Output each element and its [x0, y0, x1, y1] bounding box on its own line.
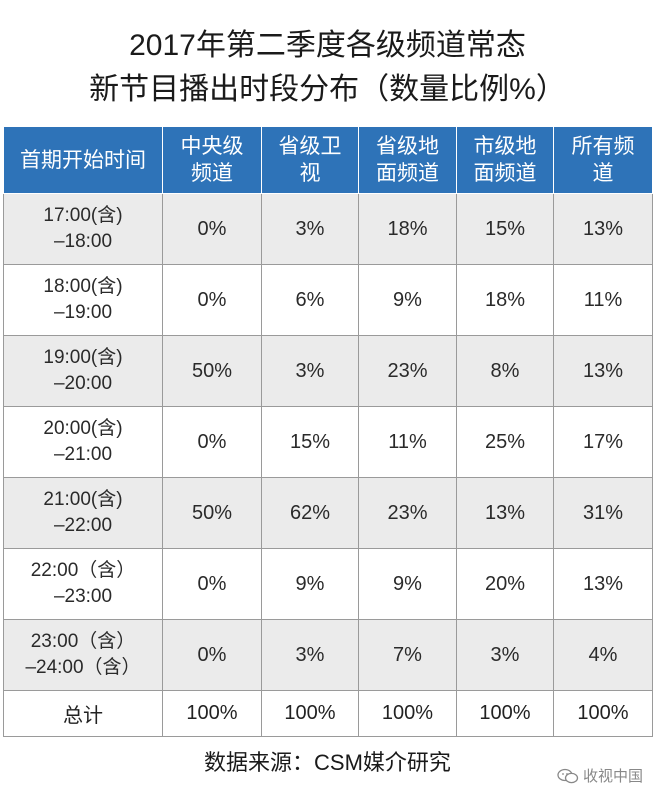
text-line: 道 [592, 162, 614, 185]
header-row: 首期开始时间 中央级 频道 省级卫视省级地 面频道 市级地 面频道 所有频道 [3, 126, 653, 194]
text-line: –24:00（含） [25, 657, 141, 678]
text-line: –20:00 [53, 373, 113, 394]
value-cell: 62% [261, 477, 359, 549]
text-line: 首期开始时间 [20, 148, 146, 172]
text-line: 省级卫 [278, 135, 342, 158]
table-row: 22:00（含） –23:00 0% 9% 9% 20% 13% [3, 548, 653, 620]
text-line: 市级地 [473, 135, 537, 158]
text-line: –23:00 [53, 586, 113, 607]
text-line: 中央级 [180, 135, 244, 158]
row-time-label: 20:00(含) –21:00 [3, 406, 163, 478]
value-cell: 6% [261, 264, 359, 336]
chart-title-line-2: 新节目播出时段分布（数量比例%） [89, 73, 566, 106]
value-cell: 13% [553, 548, 653, 620]
row-time-label: 21:00(含) –22:00 [3, 477, 163, 549]
value-cell: 20% [456, 548, 554, 620]
chart-title-line-1: 2017年第二季度各级频道常态 [129, 29, 526, 62]
watermark-text: 收视中国 [582, 768, 643, 785]
column-header-0: 首期开始时间 [3, 126, 163, 194]
value-cell: 9% [358, 548, 457, 620]
value-cell: 9% [261, 548, 359, 620]
value-cell: 7% [358, 619, 457, 691]
value-cell: 8% [456, 335, 554, 407]
value-cell: 31% [553, 477, 653, 549]
column-header-3: 省级地 面频道 [358, 126, 457, 194]
column-header-5: 所有频道 [553, 126, 653, 194]
total-cell: 100% [456, 690, 554, 737]
column-header-1: 中央级 频道 [162, 126, 262, 194]
row-time-label: 23:00（含） –24:00（含） [3, 619, 163, 691]
table-row: 17:00(含) –18:00 0% 3% 18% 15% 13% [3, 193, 653, 265]
value-cell: 9% [358, 264, 457, 336]
text-line: 面频道 [376, 162, 439, 185]
value-cell: 50% [162, 335, 262, 407]
text-line: 面频道 [473, 162, 537, 185]
value-cell: 0% [162, 264, 262, 336]
text-line: –18:00 [53, 231, 113, 252]
data-table: 首期开始时间 中央级 频道 省级卫视省级地 面频道 市级地 面频道 所有频道 17:00(含)… [3, 126, 653, 737]
value-cell: 0% [162, 548, 262, 620]
value-cell: 25% [456, 406, 554, 478]
table-row: 19:00(含) –20:00 50% 3% 23% 8% 13% [3, 335, 653, 407]
value-cell: 15% [456, 193, 554, 265]
total-row: 总计 100% 100% 100% 100% 100% [3, 690, 653, 737]
total-label: 总计 [3, 690, 163, 737]
watermark: 收视中国 [557, 765, 643, 786]
value-cell: 13% [553, 335, 653, 407]
value-cell: 0% [162, 193, 262, 265]
text-line: 频道 [191, 162, 233, 185]
value-cell: 18% [456, 264, 554, 336]
table-row: 21:00(含) –22:00 50% 62% 23% 13% 31% [3, 477, 653, 549]
wechat-icon [557, 768, 579, 783]
value-cell: 18% [358, 193, 457, 265]
text-line: –22:00 [53, 515, 113, 536]
value-cell: 3% [261, 193, 359, 265]
value-cell: 50% [162, 477, 262, 549]
value-cell: 15% [261, 406, 359, 478]
total-cell: 100% [162, 690, 262, 737]
text-line: 所有频 [571, 135, 635, 158]
table-row: 20:00(含) –21:00 0% 15% 11% 25% 17% [3, 406, 653, 478]
text-line: 22:00（含） [30, 560, 136, 581]
text-line: –19:00 [53, 302, 113, 323]
text-line: 省级地 [376, 135, 439, 158]
table-row: 18:00(含) –19:00 0% 6% 9% 18% 11% [3, 264, 653, 336]
value-cell: 23% [358, 477, 457, 549]
total-cell: 100% [261, 690, 359, 737]
column-header-2: 省级卫视 [261, 126, 359, 194]
text-line: 18:00(含) [43, 276, 123, 297]
text-line: 17:00(含) [43, 205, 123, 226]
column-header-4: 市级地 面频道 [456, 126, 554, 194]
row-time-label: 18:00(含) –19:00 [3, 264, 163, 336]
row-time-label: 22:00（含） –23:00 [3, 548, 163, 620]
value-cell: 0% [162, 406, 262, 478]
value-cell: 11% [358, 406, 457, 478]
text-line: 20:00(含) [43, 418, 123, 439]
value-cell: 0% [162, 619, 262, 691]
value-cell: 11% [553, 264, 653, 336]
total-cell: 100% [358, 690, 457, 737]
value-cell: 3% [261, 335, 359, 407]
text-line: –21:00 [53, 444, 113, 465]
text-line: 21:00(含) [43, 489, 123, 510]
table-row: 23:00（含） –24:00（含） 0% 3% 7% 3% 4% [3, 619, 653, 691]
text-line: 视 [299, 162, 321, 185]
source-note: 数据来源：CSM媒介研究 [204, 750, 451, 775]
row-time-label: 19:00(含) –20:00 [3, 335, 163, 407]
value-cell: 13% [553, 193, 653, 265]
value-cell: 17% [553, 406, 653, 478]
value-cell: 23% [358, 335, 457, 407]
total-cell: 100% [553, 690, 653, 737]
value-cell: 13% [456, 477, 554, 549]
value-cell: 3% [261, 619, 359, 691]
value-cell: 4% [553, 619, 653, 691]
text-line: 23:00（含） [30, 631, 136, 652]
text-line: 19:00(含) [43, 347, 123, 368]
row-time-label: 17:00(含) –18:00 [3, 193, 163, 265]
value-cell: 3% [456, 619, 554, 691]
